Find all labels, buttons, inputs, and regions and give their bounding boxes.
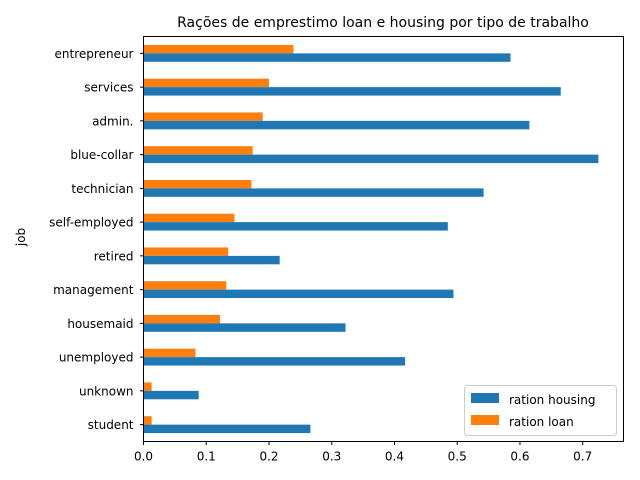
bar-housing-blue-collar (143, 154, 599, 164)
bar-housing-retired (143, 255, 280, 265)
bar-housing-services (143, 87, 561, 96)
y-tick-label: entrepreneur (55, 47, 134, 61)
bar-housing-housemaid (143, 323, 346, 332)
bar-loan-unemployed (143, 348, 196, 358)
bar-housing-unemployed (143, 357, 406, 366)
x-tick-label: 0.2 (259, 450, 278, 464)
ticks-layer: entrepreneur services admin. blue-collar tec… (49, 47, 592, 464)
bar-loan-blue-collar (143, 146, 253, 155)
y-tick-label: blue-collar (70, 148, 133, 162)
x-tick-label: 0.3 (322, 450, 341, 464)
bar-loan-services (143, 78, 269, 88)
legend-box (464, 385, 617, 436)
bar-loan-student (143, 416, 152, 425)
bar-housing-unknown (143, 390, 199, 400)
bar-loan-technician (143, 179, 252, 189)
y-tick-label: admin. (92, 114, 133, 128)
bar-loan-unknown (143, 382, 152, 391)
legend-label-ration-housing: ration housing (509, 393, 595, 407)
x-tick-label: 0.7 (573, 450, 592, 464)
bar-loan-housemaid (143, 314, 221, 324)
y-tick-label: retired (94, 249, 134, 263)
bar-housing-self-employed (143, 222, 448, 231)
y-tick-label: management (53, 283, 134, 297)
bar-housing-management (143, 289, 454, 299)
legend-swatch-ration-loan (471, 415, 499, 425)
bar-loan-admin (143, 112, 263, 121)
bar-housing-technician (143, 188, 484, 197)
legend: ration housing ration loan (464, 385, 617, 436)
y-tick-label: services (84, 81, 133, 95)
bar-loan-management (143, 281, 227, 290)
y-tick-label: student (88, 418, 134, 432)
plot-frame (143, 36, 624, 442)
bar-loan-entrepreneur (143, 44, 294, 54)
legend-label-ration-loan: ration loan (509, 415, 574, 429)
legend-swatch-ration-housing (471, 393, 499, 403)
x-tick-label: 0.5 (448, 450, 467, 464)
bars-layer (143, 44, 599, 434)
bar-housing-entrepreneur (143, 53, 511, 62)
bar-loan-retired (143, 247, 229, 256)
x-tick-label: 0.1 (197, 450, 216, 464)
x-tick-label: 0.6 (510, 450, 529, 464)
x-tick-label: 0.4 (385, 450, 404, 464)
bar-loan-self-employed (143, 213, 235, 223)
y-axis-label: job (14, 228, 28, 247)
chart-title: Rações de emprestimo loan e housing por … (177, 15, 589, 31)
y-tick-label: technician (71, 182, 133, 196)
y-tick-label: housemaid (67, 317, 133, 331)
bar-housing-admin (143, 120, 530, 130)
x-tick-label: 0.0 (134, 450, 153, 464)
y-tick-label: self-employed (49, 216, 133, 230)
y-tick-label: unemployed (59, 351, 134, 365)
y-tick-label: unknown (79, 384, 134, 398)
bar-housing-student (143, 424, 311, 434)
